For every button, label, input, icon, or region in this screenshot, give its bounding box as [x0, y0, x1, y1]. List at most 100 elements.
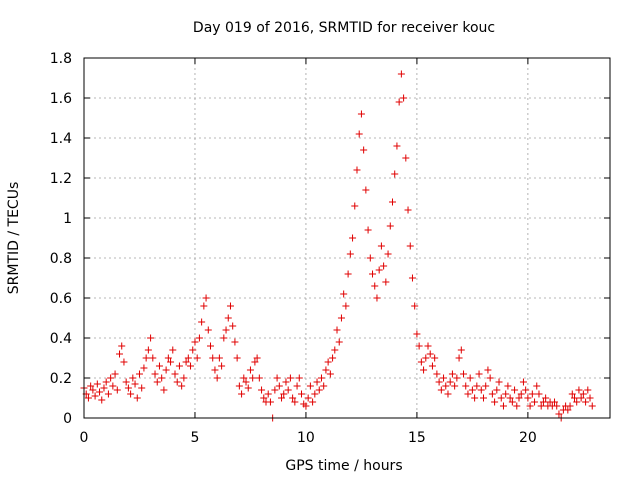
data-point	[320, 382, 328, 390]
data-point	[87, 382, 95, 390]
data-point	[577, 394, 585, 402]
data-point	[435, 378, 443, 386]
data-point	[497, 394, 505, 402]
data-point	[264, 390, 272, 398]
data-point	[222, 326, 230, 334]
data-point	[444, 390, 452, 398]
data-point	[568, 390, 576, 398]
data-point	[386, 222, 394, 230]
data-point	[289, 394, 297, 402]
data-point	[495, 378, 503, 386]
data-point	[304, 394, 312, 402]
data-point	[479, 394, 487, 402]
data-point	[451, 382, 459, 390]
y-axis-label: SRMTID / TECUs	[6, 182, 22, 295]
data-point	[238, 390, 246, 398]
y-tick-label: 0	[63, 411, 72, 427]
data-point	[586, 394, 594, 402]
data-point	[415, 342, 423, 350]
data-point	[508, 398, 516, 406]
data-point	[555, 410, 563, 418]
y-tick-label: 0.4	[50, 331, 72, 347]
data-point	[422, 354, 430, 362]
data-point	[464, 390, 472, 398]
data-point	[337, 314, 345, 322]
data-point	[584, 386, 592, 394]
x-tick-label: 5	[191, 430, 200, 446]
data-point	[397, 70, 405, 78]
data-point	[395, 98, 403, 106]
data-point	[364, 226, 372, 234]
data-point	[428, 362, 436, 370]
data-point	[235, 382, 243, 390]
data-point	[249, 374, 257, 382]
data-point	[317, 374, 325, 382]
data-point	[570, 394, 578, 402]
data-point	[187, 362, 195, 370]
data-point	[488, 390, 496, 398]
data-point	[420, 366, 428, 374]
data-point	[242, 378, 250, 386]
data-point	[246, 366, 254, 374]
data-point	[537, 402, 545, 410]
data-point	[220, 334, 228, 342]
data-point	[526, 402, 534, 410]
data-point	[158, 374, 166, 382]
data-point	[377, 242, 385, 250]
data-point	[533, 382, 541, 390]
data-point	[275, 382, 283, 390]
data-point	[426, 350, 434, 358]
data-point	[100, 384, 108, 392]
data-point	[502, 390, 510, 398]
x-tick-labels: 0 5 10 15 20	[80, 430, 537, 446]
data-point	[566, 402, 574, 410]
data-point	[306, 382, 314, 390]
data-point	[229, 322, 237, 330]
data-point	[360, 146, 368, 154]
data-point	[122, 378, 130, 386]
data-point	[164, 354, 172, 362]
data-point	[455, 354, 463, 362]
y-tick-label: 0.2	[50, 371, 72, 387]
data-point	[400, 94, 408, 102]
data-point	[195, 334, 203, 342]
data-points	[80, 70, 596, 422]
y-tick-label: 1.2	[50, 171, 72, 187]
data-point	[211, 366, 219, 374]
data-point	[151, 370, 159, 378]
data-point	[313, 378, 321, 386]
data-point	[169, 346, 177, 354]
data-point	[582, 398, 590, 406]
data-point	[116, 350, 124, 358]
data-point	[302, 402, 310, 410]
data-point	[462, 382, 470, 390]
data-point	[273, 374, 281, 382]
data-point	[124, 384, 132, 392]
data-point	[200, 302, 208, 310]
data-point	[167, 358, 175, 366]
data-point	[184, 354, 192, 362]
data-point	[160, 386, 168, 394]
data-point	[102, 378, 110, 386]
data-point	[517, 390, 525, 398]
data-point	[226, 302, 234, 310]
data-point	[253, 354, 261, 362]
data-point	[315, 386, 323, 394]
data-point	[258, 386, 266, 394]
data-point	[260, 394, 268, 402]
x-tick-label: 10	[297, 430, 315, 446]
data-point	[147, 334, 155, 342]
data-point	[366, 254, 374, 262]
y-tick-label: 0.6	[50, 291, 72, 307]
data-point	[575, 386, 583, 394]
data-point	[344, 270, 352, 278]
data-point	[153, 378, 161, 386]
data-point	[133, 394, 141, 402]
data-point	[173, 378, 181, 386]
data-point	[215, 354, 223, 362]
y-tick-label: 1.8	[50, 51, 72, 67]
data-point	[155, 362, 163, 370]
x-axis-label: GPS time / hours	[285, 458, 402, 474]
data-point	[524, 394, 532, 402]
data-point	[191, 338, 199, 346]
